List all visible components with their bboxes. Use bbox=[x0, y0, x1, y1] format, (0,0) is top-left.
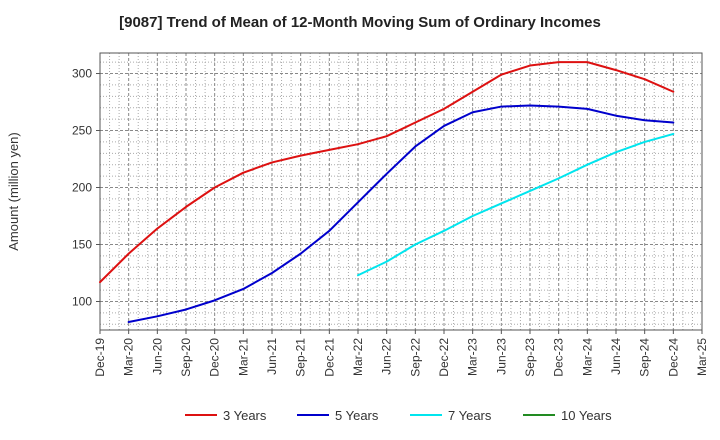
y-axis-title: Amount (million yen) bbox=[6, 132, 21, 251]
x-tick-label: Jun-24 bbox=[609, 338, 623, 375]
x-tick-label: Dec-24 bbox=[666, 338, 680, 377]
series-lines bbox=[99, 61, 675, 324]
legend: 3 Years 5 Years 7 Years 10 Years bbox=[185, 408, 612, 423]
y-axis-ticks: 100 150 200 250 300 bbox=[72, 67, 100, 309]
x-tick-label: Jun-21 bbox=[265, 338, 279, 375]
series-line-5-years bbox=[127, 104, 675, 324]
x-tick-label: Mar-23 bbox=[466, 338, 480, 376]
x-tick-label: Sep-21 bbox=[294, 338, 308, 377]
x-tick-label: Sep-23 bbox=[523, 338, 537, 377]
x-tick-label: Mar-20 bbox=[122, 338, 136, 376]
y-tick-label: 250 bbox=[72, 124, 92, 138]
y-tick-label: 100 bbox=[72, 295, 92, 309]
x-tick-label: Sep-20 bbox=[179, 338, 193, 377]
series-line-7-years bbox=[357, 132, 675, 277]
x-tick-label: Jun-22 bbox=[380, 338, 394, 375]
x-tick-label: Dec-22 bbox=[437, 338, 451, 377]
x-tick-label: Dec-23 bbox=[552, 338, 566, 377]
x-tick-label: Mar-25 bbox=[695, 338, 709, 376]
x-tick-label: Mar-24 bbox=[580, 338, 594, 376]
x-tick-label: Mar-21 bbox=[236, 338, 250, 376]
x-tick-label: Sep-22 bbox=[408, 338, 422, 377]
y-tick-label: 200 bbox=[72, 181, 92, 195]
plot-border bbox=[99, 52, 703, 331]
x-tick-label: Sep-24 bbox=[638, 338, 652, 377]
legend-label: 5 Years bbox=[335, 408, 379, 423]
legend-label: 10 Years bbox=[561, 408, 612, 423]
chart-title: [9087] Trend of Mean of 12-Month Moving … bbox=[119, 14, 601, 31]
x-tick-label: Mar-22 bbox=[351, 338, 365, 376]
legend-label: 7 Years bbox=[448, 408, 492, 423]
x-tick-label: Dec-20 bbox=[208, 338, 222, 377]
series-line-3-years bbox=[99, 61, 675, 284]
x-tick-label: Jun-23 bbox=[494, 338, 508, 375]
grid-lines bbox=[100, 53, 702, 330]
x-tick-label: Jun-20 bbox=[150, 338, 164, 375]
x-tick-label: Dec-19 bbox=[93, 338, 107, 377]
legend-label: 3 Years bbox=[223, 408, 267, 423]
x-axis-ticks: Dec-19 Mar-20 Jun-20 Sep-20 Dec-20 Mar-21 Jun-… bbox=[93, 330, 709, 377]
x-tick-label: Dec-21 bbox=[322, 338, 336, 377]
plot-area bbox=[100, 53, 702, 330]
y-tick-label: 300 bbox=[72, 67, 92, 81]
y-tick-label: 150 bbox=[72, 238, 92, 252]
